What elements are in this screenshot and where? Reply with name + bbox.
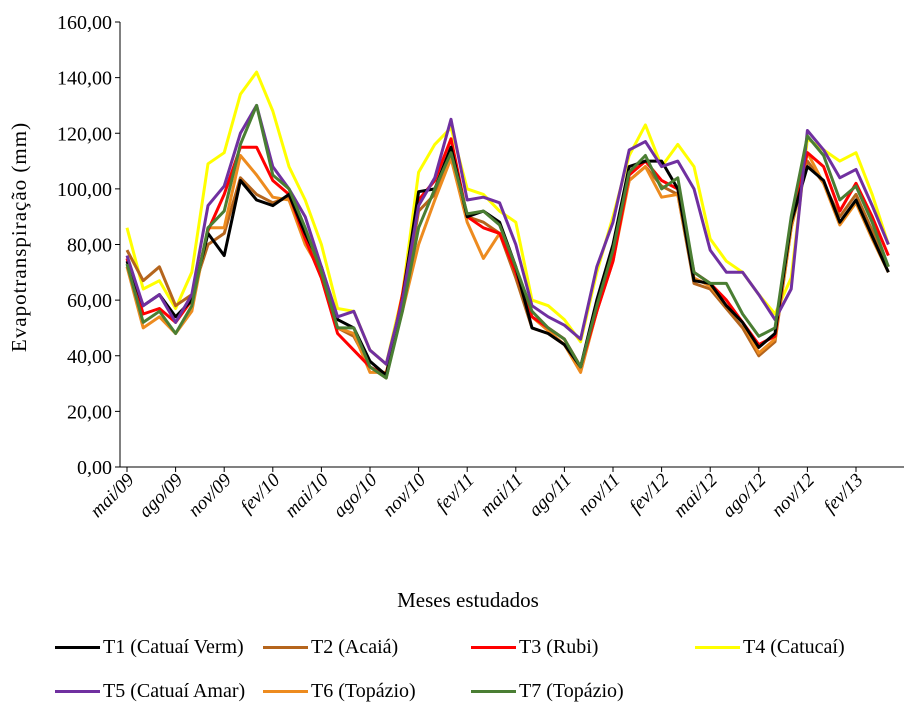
legend-item-t3: T3 (Rubi) — [471, 636, 598, 659]
x-tick-label: mai/10 — [281, 469, 334, 522]
legend-item-t5: T5 (Catuaí Amar) — [55, 680, 245, 703]
y-axis-tick-labels: 0,00 20,00 40,00 60,00 80,00 100,00 120,00 140,… — [57, 12, 112, 479]
legend-swatch — [695, 646, 740, 649]
legend-item-t1: T1 (Catuaí Verm) — [55, 636, 244, 659]
legend-item-t4: T4 (Catucaí) — [695, 636, 845, 659]
legend-item-t2: T2 (Acaiá) — [263, 636, 398, 659]
legend-swatch — [263, 646, 308, 649]
series-line-2 — [125, 154, 890, 380]
x-tick-label: fev/10 — [237, 469, 285, 517]
x-axis-title: Meses estudados — [397, 588, 539, 612]
y-tick-label: 0,00 — [77, 457, 112, 479]
y-tick-label: 60,00 — [67, 290, 112, 312]
y-tick-label: 20,00 — [67, 401, 112, 423]
x-tick-label: fev/11 — [432, 470, 479, 517]
legend-label: T2 (Acaiá) — [311, 636, 399, 658]
y-tick-label: 100,00 — [57, 179, 112, 201]
legend-swatch — [471, 646, 516, 649]
legend-item-t7: T7 (Topázio) — [471, 680, 624, 703]
legend-label: T3 (Rubi) — [519, 636, 599, 658]
x-tick-label: ago/11 — [525, 470, 576, 521]
legend-label: T1 (Catuaí Verm) — [103, 636, 244, 658]
series-line-7 — [125, 103, 890, 380]
x-tick-label: ago/12 — [718, 469, 771, 522]
legend-swatch — [55, 646, 100, 649]
x-tick-label: nov/10 — [379, 469, 431, 521]
legend-label: T5 (Catuaí Amar) — [103, 680, 246, 702]
axes — [115, 21, 904, 472]
y-tick-label: 140,00 — [57, 68, 112, 90]
legend-label: T7 (Topázio) — [519, 680, 624, 702]
y-tick-label: 120,00 — [57, 123, 112, 145]
x-tick-label: fev/12 — [625, 469, 673, 517]
x-tick-label: nov/09 — [184, 469, 236, 521]
legend-label: T6 (Topázio) — [311, 680, 416, 702]
legend-item-t6: T6 (Topázio) — [263, 680, 416, 703]
x-tick-label: ago/10 — [329, 469, 382, 522]
legend-label: T4 (Catucaí) — [743, 636, 845, 658]
x-tick-label: fev/13 — [820, 470, 868, 518]
y-tick-label: 160,00 — [57, 12, 112, 34]
x-tick-label: ago/09 — [135, 469, 188, 522]
y-axis-title: Evapotranspiração (mm) — [7, 122, 31, 352]
series-lines — [125, 70, 890, 380]
x-tick-label: mai/12 — [670, 469, 723, 522]
y-tick-label: 80,00 — [67, 235, 112, 257]
y-tick-label: 40,00 — [67, 346, 112, 368]
series-line-6 — [125, 151, 890, 374]
x-tick-label: nov/11 — [574, 470, 624, 520]
legend-swatch — [55, 690, 100, 693]
legend-swatch — [263, 690, 308, 693]
x-tick-label: mai/11 — [476, 470, 527, 521]
x-tick-label: nov/12 — [768, 469, 820, 521]
legend-swatch — [471, 690, 516, 693]
